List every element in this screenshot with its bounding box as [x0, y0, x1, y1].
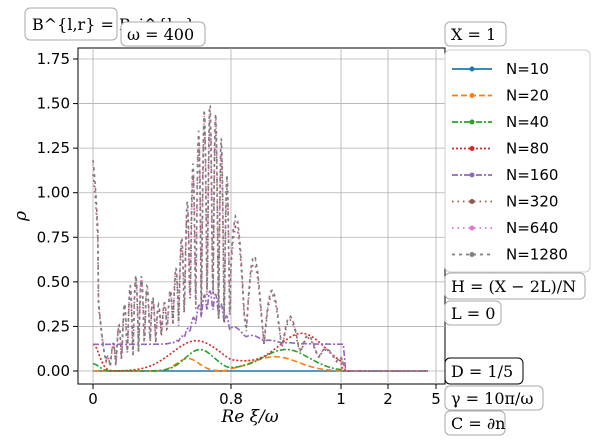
annotation-omega: ω = 400: [120, 21, 206, 47]
legend-label: N=40: [506, 113, 549, 131]
annotation-c-text: C = ∂n: [451, 414, 505, 433]
x-tick-label: 0: [88, 390, 98, 408]
legend-marker: [469, 199, 475, 204]
y-tick-label: 1.50: [37, 95, 70, 113]
legend-item: N=320: [452, 193, 558, 211]
series-n-80: [92, 332, 428, 372]
x-tick-label: 0.8: [219, 390, 243, 408]
annotation-d-text: D = 1/5: [451, 362, 513, 381]
series-n-640: [92, 108, 428, 372]
series-n-20: [93, 355, 428, 372]
y-axis-title: ρ: [11, 211, 31, 222]
annotation-d: D = 1/5: [444, 357, 524, 385]
legend-marker: [469, 172, 475, 178]
annotation-l-text: L = 0: [451, 304, 495, 323]
legend-label: N=320: [506, 193, 558, 211]
legend-marker: [469, 225, 475, 231]
legend-label: N=640: [506, 219, 558, 237]
y-tick-label: 1.75: [37, 50, 70, 68]
legend-item: N=640: [452, 219, 558, 237]
series-layer: [92, 103, 428, 372]
legend: X = 1 N=10 N=20 N=40 N=80 N=160 N=320 N=640 N=1…: [444, 21, 591, 273]
legend-marker: [469, 146, 475, 151]
legend-label: N=1280: [506, 246, 568, 264]
legend-item: N=160: [452, 166, 558, 184]
annotation-omega-text: ω = 400: [127, 25, 194, 44]
y-tick-label: 1.00: [37, 184, 70, 202]
plot-area: [77, 47, 446, 385]
legend-item: N=1280: [452, 246, 568, 264]
series-n-40: [93, 348, 428, 372]
annotation-gamma-text: γ = 10π/ω: [451, 389, 533, 408]
legend-item: N=40: [452, 113, 549, 131]
annotation-l: L = 0: [444, 300, 502, 326]
y-tick-label: 0.50: [37, 273, 70, 291]
legend-label: N=80: [506, 140, 549, 158]
x-ticks: 0 0.8 1 2 5: [88, 384, 441, 408]
y-ticks: 0.00 0.25 0.50 0.75 1.00 1.25 1.50 1.75: [37, 50, 78, 380]
legend-label: N=160: [506, 166, 558, 184]
series-n-160: [93, 290, 428, 372]
y-tick-label: 0.25: [37, 317, 70, 335]
x-axis-title: Re ξ/ω: [220, 407, 278, 427]
annotation-gamma: γ = 10π/ω: [444, 385, 544, 411]
legend-marker: [469, 252, 475, 257]
legend-marker: [469, 119, 475, 125]
series-n-1280: [92, 103, 428, 372]
legend-item: N=20: [452, 87, 549, 105]
annotation-h-text: H = (X − 2L)/N: [451, 277, 576, 296]
annotation-c: C = ∂n: [444, 410, 506, 436]
x-tick-label: 2: [383, 390, 393, 408]
legend-item: N=10: [452, 60, 549, 78]
x-tick-label: 5: [431, 390, 441, 408]
legend-marker: [469, 66, 475, 72]
legend-label: N=20: [506, 87, 549, 105]
y-tick-label: 0.00: [37, 362, 70, 380]
y-tick-label: 0.75: [37, 228, 70, 246]
x-tick-label: 1: [336, 390, 346, 408]
legend-title: X = 1: [451, 25, 496, 44]
annotation-h: H = (X − 2L)/N: [444, 272, 586, 300]
legend-item: N=80: [452, 140, 549, 158]
legend-label: N=10: [506, 60, 549, 78]
legend-marker: [469, 93, 475, 98]
y-tick-label: 1.25: [37, 139, 70, 157]
